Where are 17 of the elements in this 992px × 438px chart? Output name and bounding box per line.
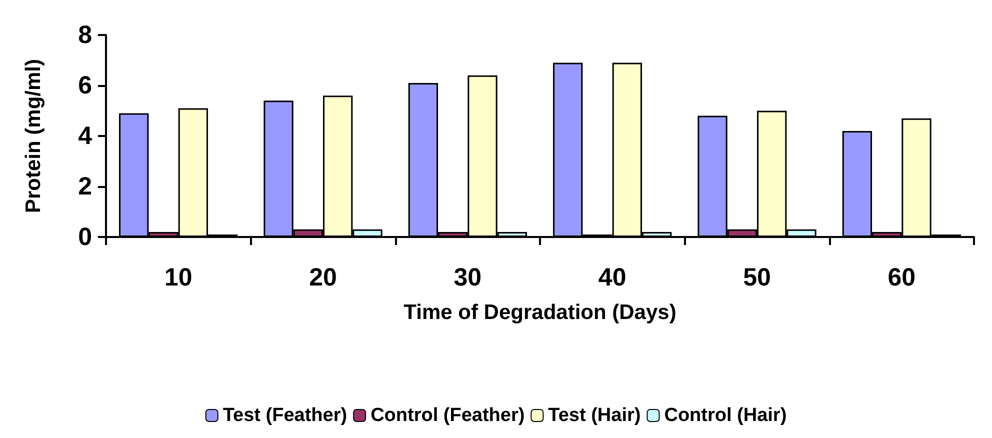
y-tick-label: 0 — [78, 223, 92, 251]
y-tick-label: 4 — [78, 122, 92, 150]
y-tick-label: 6 — [78, 72, 92, 100]
y-tick-label: 2 — [78, 172, 92, 200]
legend-label: Control (Feather) — [370, 405, 525, 426]
x-tick-label: 30 — [454, 264, 482, 292]
y-axis-title: Protein (mg/ml) — [22, 58, 45, 214]
x-tick-label: 50 — [743, 264, 771, 292]
legend-label: Test (Hair) — [548, 405, 641, 426]
legend-label: Test (Feather) — [222, 405, 348, 426]
x-tick-label: 40 — [598, 264, 626, 292]
x-axis-title: Time of Degradation (Days) — [404, 301, 676, 324]
legend-label: Control (Hair) — [664, 405, 787, 426]
y-tick-label: 8 — [78, 21, 92, 49]
x-tick-label: 10 — [164, 264, 192, 292]
x-tick-label: 20 — [309, 264, 337, 292]
x-tick-label: 60 — [888, 264, 916, 292]
